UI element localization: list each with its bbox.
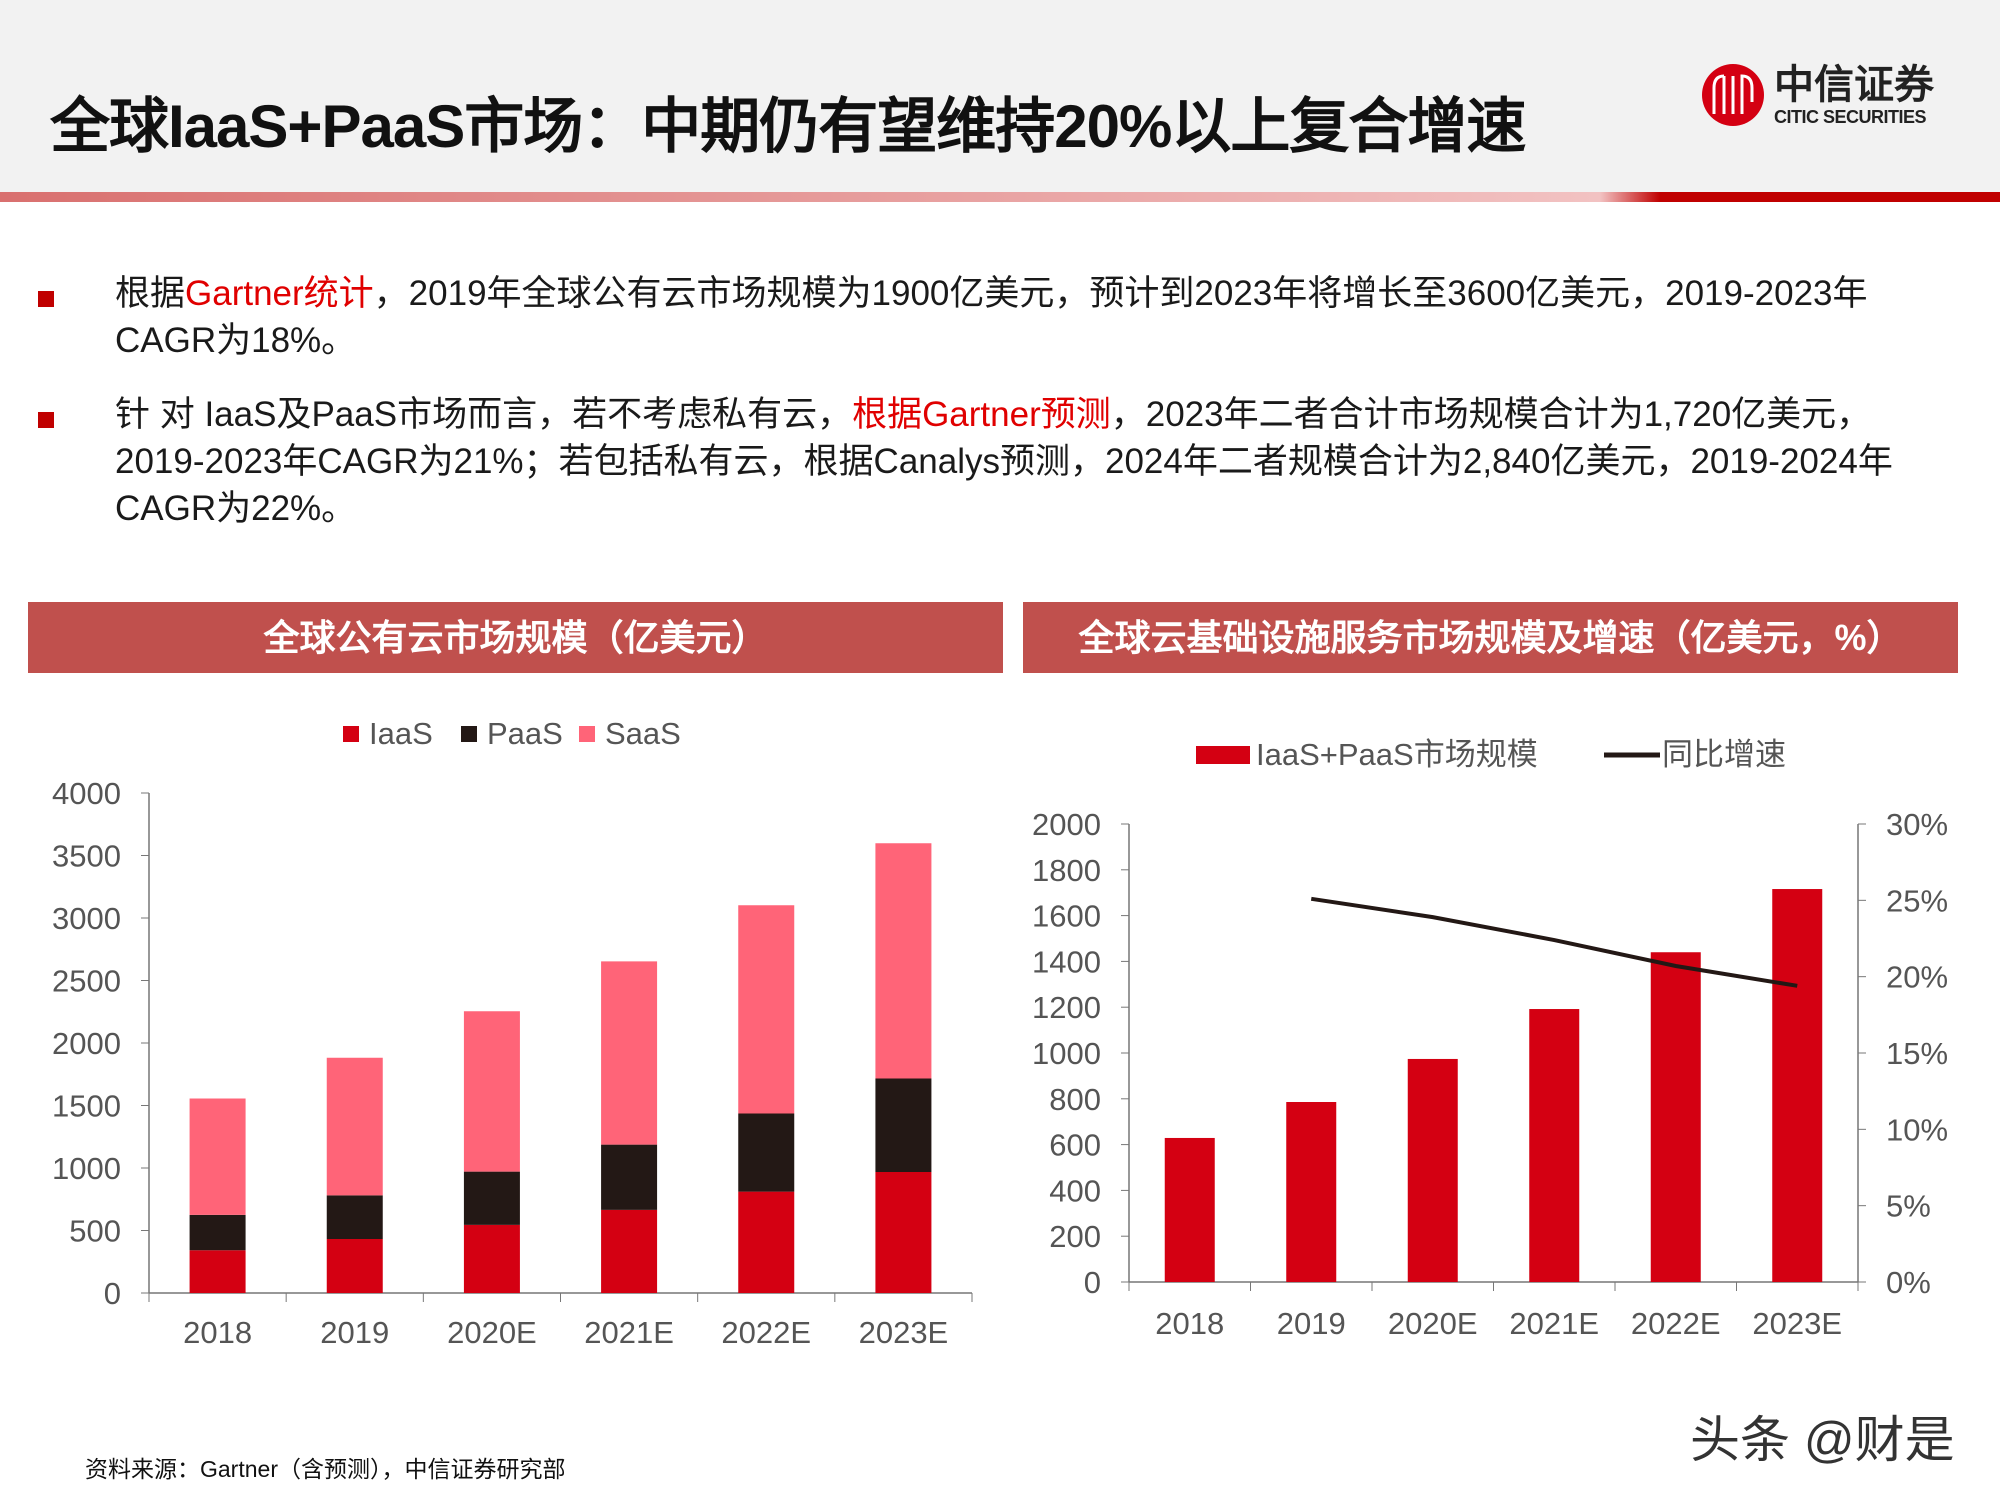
y2-tick-label: 20% [1886,960,1948,995]
bar-saas-2022E [738,905,795,1114]
legend-swatch [461,726,477,742]
bar-2022E [1650,952,1701,1282]
legend-swatch [343,726,359,742]
y-tick-label: 1400 [1032,944,1101,979]
bullet-square-icon [38,291,54,307]
bullet-text: ，2023年二者合计市场规模合计为1,720亿美元，2019-2023年CAGR… [115,395,1893,528]
watermark: 头条 @财是 [1690,1412,1955,1468]
legend-label: SaaS [605,716,681,751]
y-tick-label: 1000 [52,1151,121,1186]
bar-paas-2023E [875,1078,932,1172]
bar-iaas-2018 [189,1250,246,1293]
bar-2021E [1529,1009,1580,1282]
bullet-list: 根据Gartner统计，2019年全球公有云市场规模为1900亿美元，预计到20… [0,270,2000,559]
bullet-square-icon [38,412,54,428]
x-tick-label: 2023E [859,1315,949,1350]
legend-label: 同比增速 [1662,737,1786,772]
source-note: 资料来源：Gartner（含预测），中信证券研究部 [85,1456,566,1482]
bar-paas-2019 [326,1195,383,1239]
y-tick-label: 400 [1049,1173,1101,1208]
bar-saas-2021E [601,961,658,1145]
y2-tick-label: 5% [1886,1189,1931,1224]
y-tick-label: 200 [1049,1219,1101,1254]
citic-logo-icon [1702,64,1764,126]
bar-paas-2021E [601,1144,658,1210]
x-tick-label: 2020E [1388,1306,1478,1341]
legend-label: IaaS+PaaS市场规模 [1256,737,1538,772]
x-tick-label: 2022E [1631,1306,1721,1341]
bullet-highlight: 根据Gartner预测 [852,395,1111,434]
y-tick-label: 1500 [52,1089,121,1124]
x-tick-label: 2021E [584,1315,674,1350]
x-tick-label: 2020E [447,1315,537,1350]
y2-tick-label: 25% [1886,883,1948,918]
y-tick-label: 500 [69,1214,121,1249]
bar-paas-2022E [738,1113,795,1192]
bar-saas-2020E [463,1011,520,1172]
bullet-text: ，2019年全球公有云市场规模为1900亿美元，预计到2023年将增长至3600… [115,274,1868,360]
bar-saas-2023E [875,843,932,1079]
y2-tick-label: 15% [1886,1036,1948,1071]
bar-2020E [1407,1058,1458,1282]
citic-logo: 中信证券 CITIC SECURITIES [1700,62,1934,128]
logo-en: CITIC SECURITIES [1774,106,1927,127]
bar-iaas-2020E [463,1224,520,1293]
bullet-text: 针 对 IaaS及PaaS市场而言，若不考虑私有云， [115,395,853,434]
y-tick-label: 1600 [1032,899,1101,934]
bullet-item: 根据Gartner统计，2019年全球公有云市场规模为1900亿美元，预计到20… [0,270,2000,364]
y-tick-label: 2500 [52,964,121,999]
header-divider [0,192,2000,202]
y-tick-label: 0 [104,1276,121,1311]
chart2-title: 全球云基础设施服务市场规模及增速（亿美元，%） [1023,602,1958,673]
x-tick-label: 2023E [1752,1306,1842,1341]
y-tick-label: 800 [1049,1082,1101,1117]
y-tick-label: 2000 [52,1026,121,1061]
bar-paas-2020E [463,1171,520,1225]
bullet-text: 根据 [115,274,186,313]
y2-tick-label: 10% [1886,1112,1948,1147]
x-tick-label: 2019 [1277,1306,1346,1341]
x-tick-label: 2021E [1509,1306,1599,1341]
x-tick-label: 2018 [183,1315,252,1350]
bar-iaas-2019 [326,1239,383,1293]
bar-iaas-2023E [875,1172,932,1293]
legend-swatch-bar [1196,746,1250,764]
y-tick-label: 3500 [52,839,121,874]
legend-label: PaaS [487,716,563,751]
chart1-title: 全球公有云市场规模（亿美元） [28,602,1003,673]
bar-2023E [1772,889,1823,1282]
y-tick-label: 4000 [52,776,121,811]
bar-iaas-2021E [601,1209,658,1293]
legend-swatch [579,726,595,742]
bar-2018 [1164,1137,1215,1282]
y-tick-label: 3000 [52,901,121,936]
legend-label: IaaS [369,716,433,751]
y-tick-label: 1200 [1032,990,1101,1025]
bullet-item: 针 对 IaaS及PaaS市场而言，若不考虑私有云，根据Gartner预测，20… [0,391,2000,532]
x-tick-label: 2019 [320,1315,389,1350]
y2-tick-label: 30% [1886,807,1948,842]
bar-saas-2018 [189,1098,246,1215]
bullet-highlight: Gartner统计 [185,274,374,313]
header [0,0,2000,192]
y-tick-label: 1000 [1032,1036,1101,1071]
y-tick-label: 0 [1084,1265,1101,1300]
logo-cn: 中信证券 [1774,60,1934,108]
page-title: 全球IaaS+PaaS市场：中期仍有望维持20%以上复合增速 [50,93,1526,160]
y-tick-label: 1800 [1032,853,1101,888]
y-tick-label: 2000 [1032,807,1101,842]
x-tick-label: 2022E [721,1315,811,1350]
bar-paas-2018 [189,1214,246,1251]
y-tick-label: 600 [1049,1128,1101,1163]
growth-line [1310,896,1798,988]
bar-saas-2019 [326,1057,383,1196]
y2-tick-label: 0% [1886,1265,1931,1300]
x-tick-label: 2018 [1155,1306,1224,1341]
bar-2019 [1286,1102,1337,1282]
bar-iaas-2022E [738,1191,795,1293]
